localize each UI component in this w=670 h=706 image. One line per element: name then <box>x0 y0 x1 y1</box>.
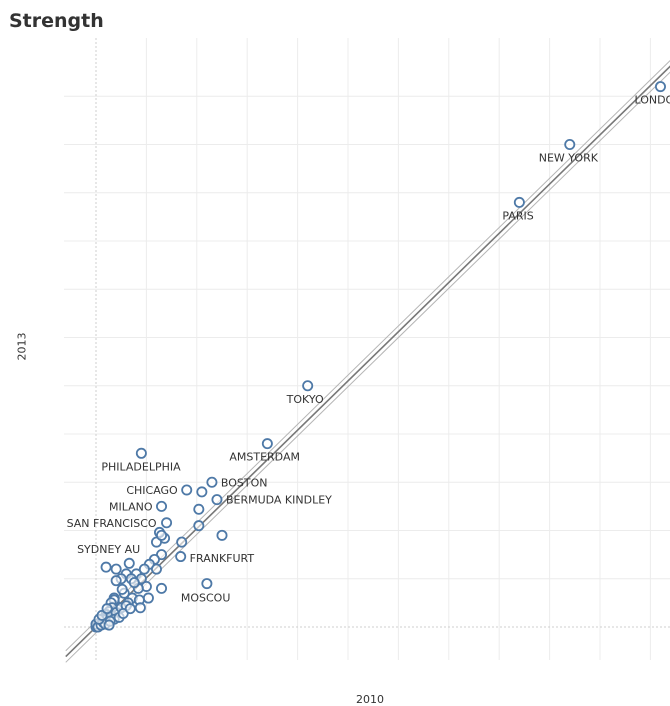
data-point-sydney-au[interactable] <box>100 561 112 573</box>
point-label-philadelphia: PHILADELPHIA <box>101 460 181 473</box>
data-point[interactable] <box>150 563 162 575</box>
point-label-moscou: MOSCOU <box>181 592 231 605</box>
trend-lower-band <box>65 71 670 663</box>
data-point-bermuda-kindley[interactable] <box>211 494 223 506</box>
point-label-paris: PARIS <box>502 209 533 222</box>
data-point[interactable] <box>138 563 150 575</box>
data-point[interactable] <box>123 557 135 569</box>
data-point-tokyo[interactable] <box>302 380 314 392</box>
data-point[interactable] <box>128 577 140 589</box>
data-point[interactable] <box>110 563 122 575</box>
data-point-boston[interactable] <box>206 476 218 488</box>
point-label-sydney-au: SYDNEY AU <box>77 543 140 556</box>
data-point[interactable] <box>142 592 154 604</box>
data-point[interactable] <box>193 520 205 532</box>
data-point-frankfurt[interactable] <box>176 536 188 548</box>
data-point-new-york[interactable] <box>564 138 576 150</box>
point-label-frankfurt: FRANKFURT <box>190 552 255 565</box>
data-point-milano[interactable] <box>156 500 168 512</box>
point-label-chicago: CHICAGO <box>126 484 178 497</box>
point-label-tokyo: TOKYO <box>286 393 324 406</box>
data-point[interactable] <box>216 529 228 541</box>
point-label-amsterdam: AMSTERDAM <box>229 451 300 464</box>
data-point[interactable] <box>116 583 128 595</box>
x-axis-label: 2010 <box>356 693 384 706</box>
data-point-paris[interactable] <box>513 196 525 208</box>
data-point[interactable] <box>110 575 122 587</box>
trend-lines <box>65 60 670 663</box>
point-label-boston: BOSTON <box>221 476 268 489</box>
point-label-new-york: NEW YORK <box>539 152 599 165</box>
data-point[interactable] <box>196 486 208 498</box>
data-point[interactable] <box>124 603 136 615</box>
data-point[interactable] <box>156 529 168 541</box>
data-point-amsterdam[interactable] <box>261 438 273 450</box>
chart-title: Strength <box>9 10 104 32</box>
data-point[interactable] <box>134 602 146 614</box>
point-label-san-francisco: SAN FRANCISCO <box>67 517 157 530</box>
data-point[interactable] <box>156 582 168 594</box>
data-point-philadelphia[interactable] <box>135 447 147 459</box>
data-point-chicago[interactable] <box>181 484 193 496</box>
point-label-bermuda-kindley: BERMUDA KINDLEY <box>226 494 332 507</box>
data-point-san-francisco[interactable] <box>161 517 173 529</box>
data-point-moscou[interactable] <box>201 578 213 590</box>
data-point[interactable] <box>175 551 187 563</box>
trend-line <box>65 65 670 658</box>
grid <box>64 38 670 660</box>
data-points <box>90 81 666 633</box>
data-point[interactable] <box>101 603 113 615</box>
data-point[interactable] <box>103 619 115 631</box>
trend-upper-band <box>65 60 670 652</box>
data-point[interactable] <box>193 503 205 515</box>
point-label-milano: MILANO <box>109 500 153 513</box>
data-point-london[interactable] <box>654 81 666 93</box>
